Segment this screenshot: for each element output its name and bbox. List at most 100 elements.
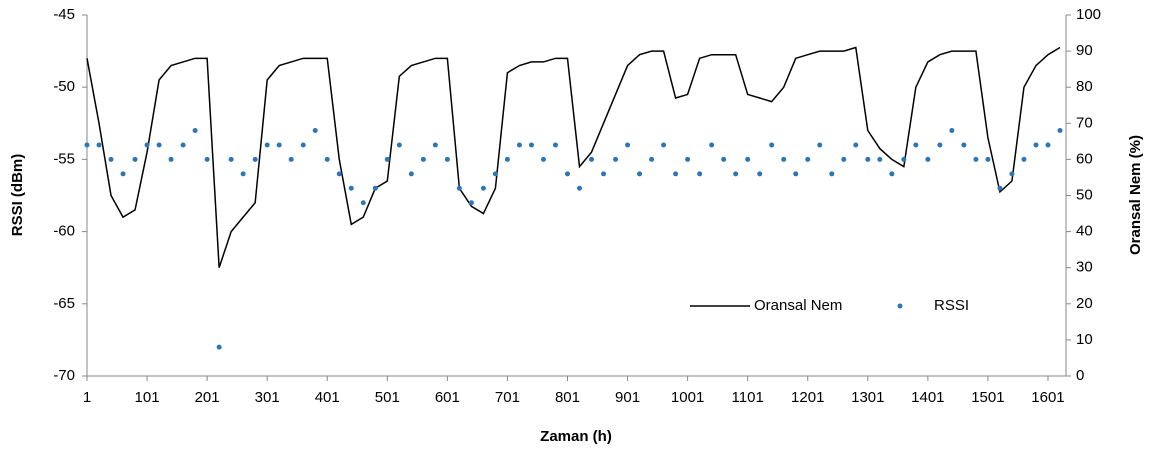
x-tick-label: 1001 <box>671 389 704 406</box>
x-tick-label: 301 <box>255 389 280 406</box>
rssi-point <box>396 142 402 148</box>
y2-tick-label: 70 <box>1076 114 1093 131</box>
y2-tick-label: 50 <box>1076 186 1093 203</box>
x-tick-label: 1 <box>83 389 91 406</box>
rssi-point <box>889 171 895 177</box>
rssi-point <box>793 171 799 177</box>
x-tick-label: 1501 <box>971 389 1004 406</box>
y2-tick-label: 20 <box>1076 295 1093 312</box>
humidity-line <box>86 46 1061 268</box>
x-tick-label: 1601 <box>1031 389 1064 406</box>
rssi-point <box>721 156 727 162</box>
rssi-point <box>781 156 787 162</box>
rssi-point <box>901 156 907 162</box>
rssi-point <box>360 200 366 206</box>
rssi-point <box>264 142 270 148</box>
rssi-point <box>348 185 354 191</box>
rssi-point <box>961 142 967 148</box>
rssi-point <box>613 156 619 162</box>
x-tick-label: 701 <box>495 389 520 406</box>
rssi-point <box>673 171 679 177</box>
rssi-point <box>288 156 294 162</box>
y2-tick-label: 10 <box>1076 331 1093 348</box>
rssi-point <box>985 156 991 162</box>
y-tick-label: -60 <box>53 223 75 240</box>
rssi-point <box>577 185 583 191</box>
rssi-point <box>685 156 691 162</box>
rssi-point <box>733 171 739 177</box>
rssi-point <box>204 156 210 162</box>
rssi-point <box>456 185 462 191</box>
rssi-point <box>997 185 1003 191</box>
rssi-point <box>216 344 222 350</box>
rssi-point <box>192 128 198 134</box>
rssi-point <box>180 142 186 148</box>
rssi-point <box>408 171 414 177</box>
y2-tick-label: 40 <box>1076 223 1093 240</box>
rssi-point <box>432 142 438 148</box>
x-tick-label: 101 <box>135 389 160 406</box>
x-tick-label: 1201 <box>791 389 824 406</box>
rssi-point <box>420 156 426 162</box>
rssi-point <box>745 156 751 162</box>
rssi-point <box>769 142 775 148</box>
rssi-point <box>913 142 919 148</box>
rssi-point <box>649 156 655 162</box>
x-tick-label: 1401 <box>911 389 944 406</box>
rssi-point <box>661 142 667 148</box>
rssi-point <box>276 142 282 148</box>
rssi-point <box>444 156 450 162</box>
x-axis-title: Zaman (h) <box>540 428 612 445</box>
y-tick-label: -65 <box>53 295 75 312</box>
rssi-point <box>805 156 811 162</box>
y-tick-label: -55 <box>53 150 75 167</box>
rssi-point <box>372 185 378 191</box>
rssi-point <box>625 142 631 148</box>
rssi-point <box>589 156 595 162</box>
rssi-point <box>312 128 318 134</box>
x-tick-label: 1301 <box>851 389 884 406</box>
rssi-point <box>552 142 558 148</box>
legend-swatch <box>897 303 903 309</box>
y2-tick-label: 80 <box>1076 78 1093 95</box>
rssi-point <box>817 142 823 148</box>
y-tick-label: -50 <box>53 78 75 95</box>
rssi-point <box>829 171 835 177</box>
rssi-point <box>757 171 763 177</box>
y2-tick-label: 100 <box>1076 6 1101 23</box>
rssi-point <box>504 156 510 162</box>
rssi-point <box>228 156 234 162</box>
rssi-point <box>841 156 847 162</box>
rssi-point <box>84 142 90 148</box>
rssi-point <box>108 156 114 162</box>
rssi-point <box>1021 156 1027 162</box>
x-tick-label: 601 <box>435 389 460 406</box>
rssi-point <box>168 156 174 162</box>
x-tick-label: 501 <box>375 389 400 406</box>
rssi-point <box>973 156 979 162</box>
rssi-point <box>949 128 955 134</box>
rssi-point <box>480 185 486 191</box>
rssi-point <box>156 142 162 148</box>
rssi-point <box>697 171 703 177</box>
rssi-point <box>516 142 522 148</box>
y-tick-label: -70 <box>53 367 75 384</box>
rssi-point <box>877 156 883 162</box>
legend-label: Oransal Nem <box>754 297 842 314</box>
x-tick-label: 901 <box>615 389 640 406</box>
rssi-point <box>528 142 534 148</box>
rssi-point <box>1033 142 1039 148</box>
rssi-point <box>120 171 126 177</box>
rssi-point <box>384 156 390 162</box>
rssi-point <box>240 171 246 177</box>
y2-axis-title: Oransal Nem (%) <box>1127 135 1144 255</box>
x-tick-label: 801 <box>555 389 580 406</box>
rssi-point <box>324 156 330 162</box>
rssi-point <box>300 142 306 148</box>
x-tick-label: 401 <box>315 389 340 406</box>
rssi-point <box>252 156 258 162</box>
x-tick-label: 1101 <box>732 389 764 406</box>
rssi-point <box>1057 128 1063 134</box>
rssi-point <box>468 200 474 206</box>
